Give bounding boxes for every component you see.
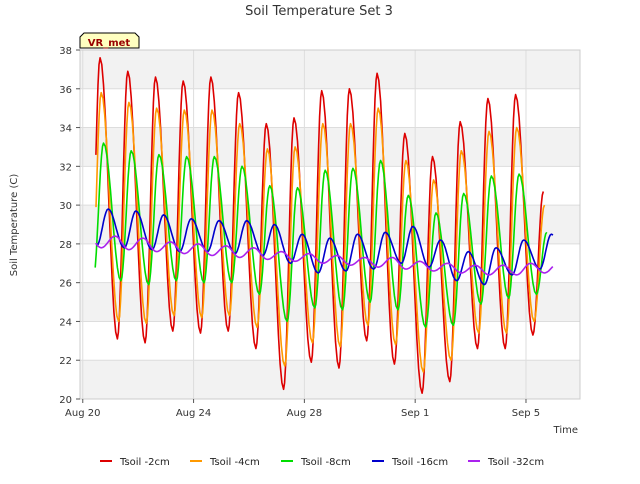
- y-tick-label: 26: [59, 279, 72, 290]
- series-line: [95, 57, 545, 394]
- station-badge-label: VR_met: [88, 38, 131, 49]
- x-tick-label: Sep 1: [401, 408, 429, 419]
- y-tick-label: 38: [59, 46, 72, 57]
- station-badge-box: [79, 32, 140, 49]
- y-tick-label: 34: [59, 124, 72, 135]
- grid-band: [80, 50, 580, 89]
- plot-frame: [79, 49, 581, 400]
- station-badge: VR_met: [79, 32, 140, 49]
- grid-band: [80, 127, 580, 167]
- series-layer: [94, 57, 554, 394]
- legend-label: Tsoil -4cm: [209, 457, 260, 468]
- series-line: [95, 235, 554, 276]
- series-line: [96, 208, 554, 286]
- legend-label: Tsoil -2cm: [119, 457, 170, 468]
- legend-label: Tsoil -32cm: [487, 457, 544, 468]
- y-tick-label: 20: [59, 395, 72, 406]
- chart-title: Soil Temperature Set 3: [245, 4, 393, 19]
- grid-bands: [80, 50, 580, 399]
- y-tick-label: 28: [59, 240, 72, 251]
- y-tick-label: 24: [59, 317, 72, 328]
- y-tick-label: 22: [59, 356, 72, 367]
- grid-band: [80, 360, 580, 399]
- y-tick-label: 32: [59, 162, 72, 173]
- legend: Tsoil -2cm Tsoil -4cm Tsoil -8cm Tsoil -16c…: [100, 457, 544, 468]
- axes: 20 22 24 26 28 30 32 34 36 38 Aug 20 Aug 24 Aug 28 Se…: [59, 46, 540, 419]
- y-axis-label: Soil Temperature (C): [9, 174, 20, 277]
- x-tick-label: Aug 28: [287, 408, 322, 419]
- x-tick-label: Sep 5: [512, 408, 540, 419]
- y-tick-label: 36: [59, 85, 72, 96]
- x-tick-label: Aug 20: [65, 408, 100, 419]
- legend-label: Tsoil -8cm: [300, 457, 351, 468]
- series-line: [94, 142, 548, 329]
- x-tick-label: Aug 24: [176, 408, 211, 419]
- legend-label: Tsoil -16cm: [391, 457, 448, 468]
- y-tick-label: 30: [59, 201, 72, 212]
- x-axis-label: Time: [553, 425, 578, 436]
- grid-band: [80, 282, 580, 322]
- series-line: [95, 91, 546, 373]
